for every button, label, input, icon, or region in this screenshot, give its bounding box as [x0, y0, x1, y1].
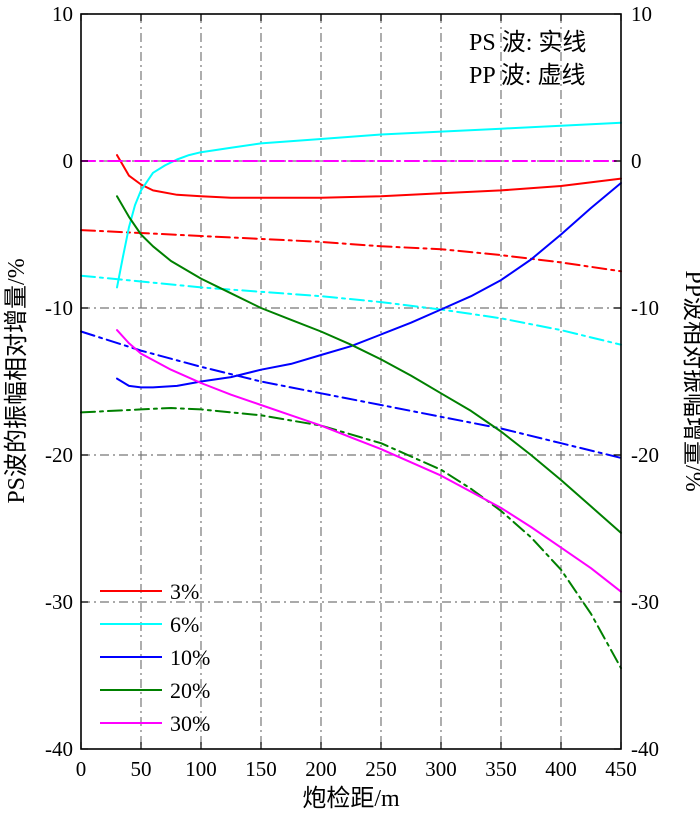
- annotation-pp: PP 波: 虚线: [469, 62, 585, 89]
- x-tick-label: 150: [245, 757, 277, 781]
- x-tick-label: 50: [131, 757, 152, 781]
- grid: [81, 14, 621, 749]
- legend: 3% 6% 10% 20% 30%: [100, 579, 210, 736]
- x-tick-label: 0: [76, 757, 87, 781]
- series-line-ps-30pct: [116, 329, 622, 593]
- legend-label: 10%: [170, 645, 210, 670]
- series-line-ps-20pct: [116, 195, 622, 534]
- y-tick-label-right: 0: [631, 149, 642, 173]
- y-tick-label-right: -40: [631, 737, 659, 761]
- series-line-pp-6pct: [80, 274, 622, 346]
- y-tick-label-left: 10: [52, 2, 73, 26]
- y-axis-label-right: PP波相对振幅增量/%: [680, 270, 700, 491]
- plot-frame: [80, 13, 622, 750]
- y-tick-label-right: 10: [631, 2, 652, 26]
- ticks: 0 50 100 150 200 250 300 350 400 450-40 -40-30 -30-…: [45, 2, 659, 781]
- y-tick-label-left: -40: [45, 737, 73, 761]
- y-tick-label-left: 0: [63, 149, 74, 173]
- x-axis-label: 炮检距/m: [302, 785, 400, 812]
- series-line-ps-3pct: [116, 154, 622, 199]
- legend-label: 20%: [170, 678, 210, 703]
- legend-label: 6%: [170, 612, 199, 637]
- y-tick-label-left: -10: [45, 296, 73, 320]
- y-tick-label-left: -20: [45, 443, 73, 467]
- annotation-ps: PS 波: 实线: [469, 29, 586, 56]
- x-tick-label: 450: [605, 757, 637, 781]
- x-tick-label: 100: [185, 757, 217, 781]
- y-tick-label-right: -20: [631, 443, 659, 467]
- y-tick-label-right: -30: [631, 590, 659, 614]
- legend-label: 3%: [170, 579, 199, 604]
- series-line-ps-10pct: [116, 182, 622, 389]
- x-tick-label: 350: [485, 757, 517, 781]
- series-line-pp-10pct: [80, 330, 622, 459]
- y-axis-label-left: PS波的振幅相对增量/%: [3, 258, 30, 503]
- x-tick-label: 250: [365, 757, 397, 781]
- legend-label: 30%: [170, 711, 210, 736]
- series-line-pp-20pct: [80, 407, 622, 670]
- y-tick-label-left: -30: [45, 590, 73, 614]
- series-lines: [80, 121, 622, 670]
- x-tick-label: 200: [305, 757, 337, 781]
- x-tick-label: 400: [545, 757, 577, 781]
- y-tick-label-right: -10: [631, 296, 659, 320]
- series-line-ps-6pct: [116, 121, 622, 289]
- x-tick-label: 300: [425, 757, 457, 781]
